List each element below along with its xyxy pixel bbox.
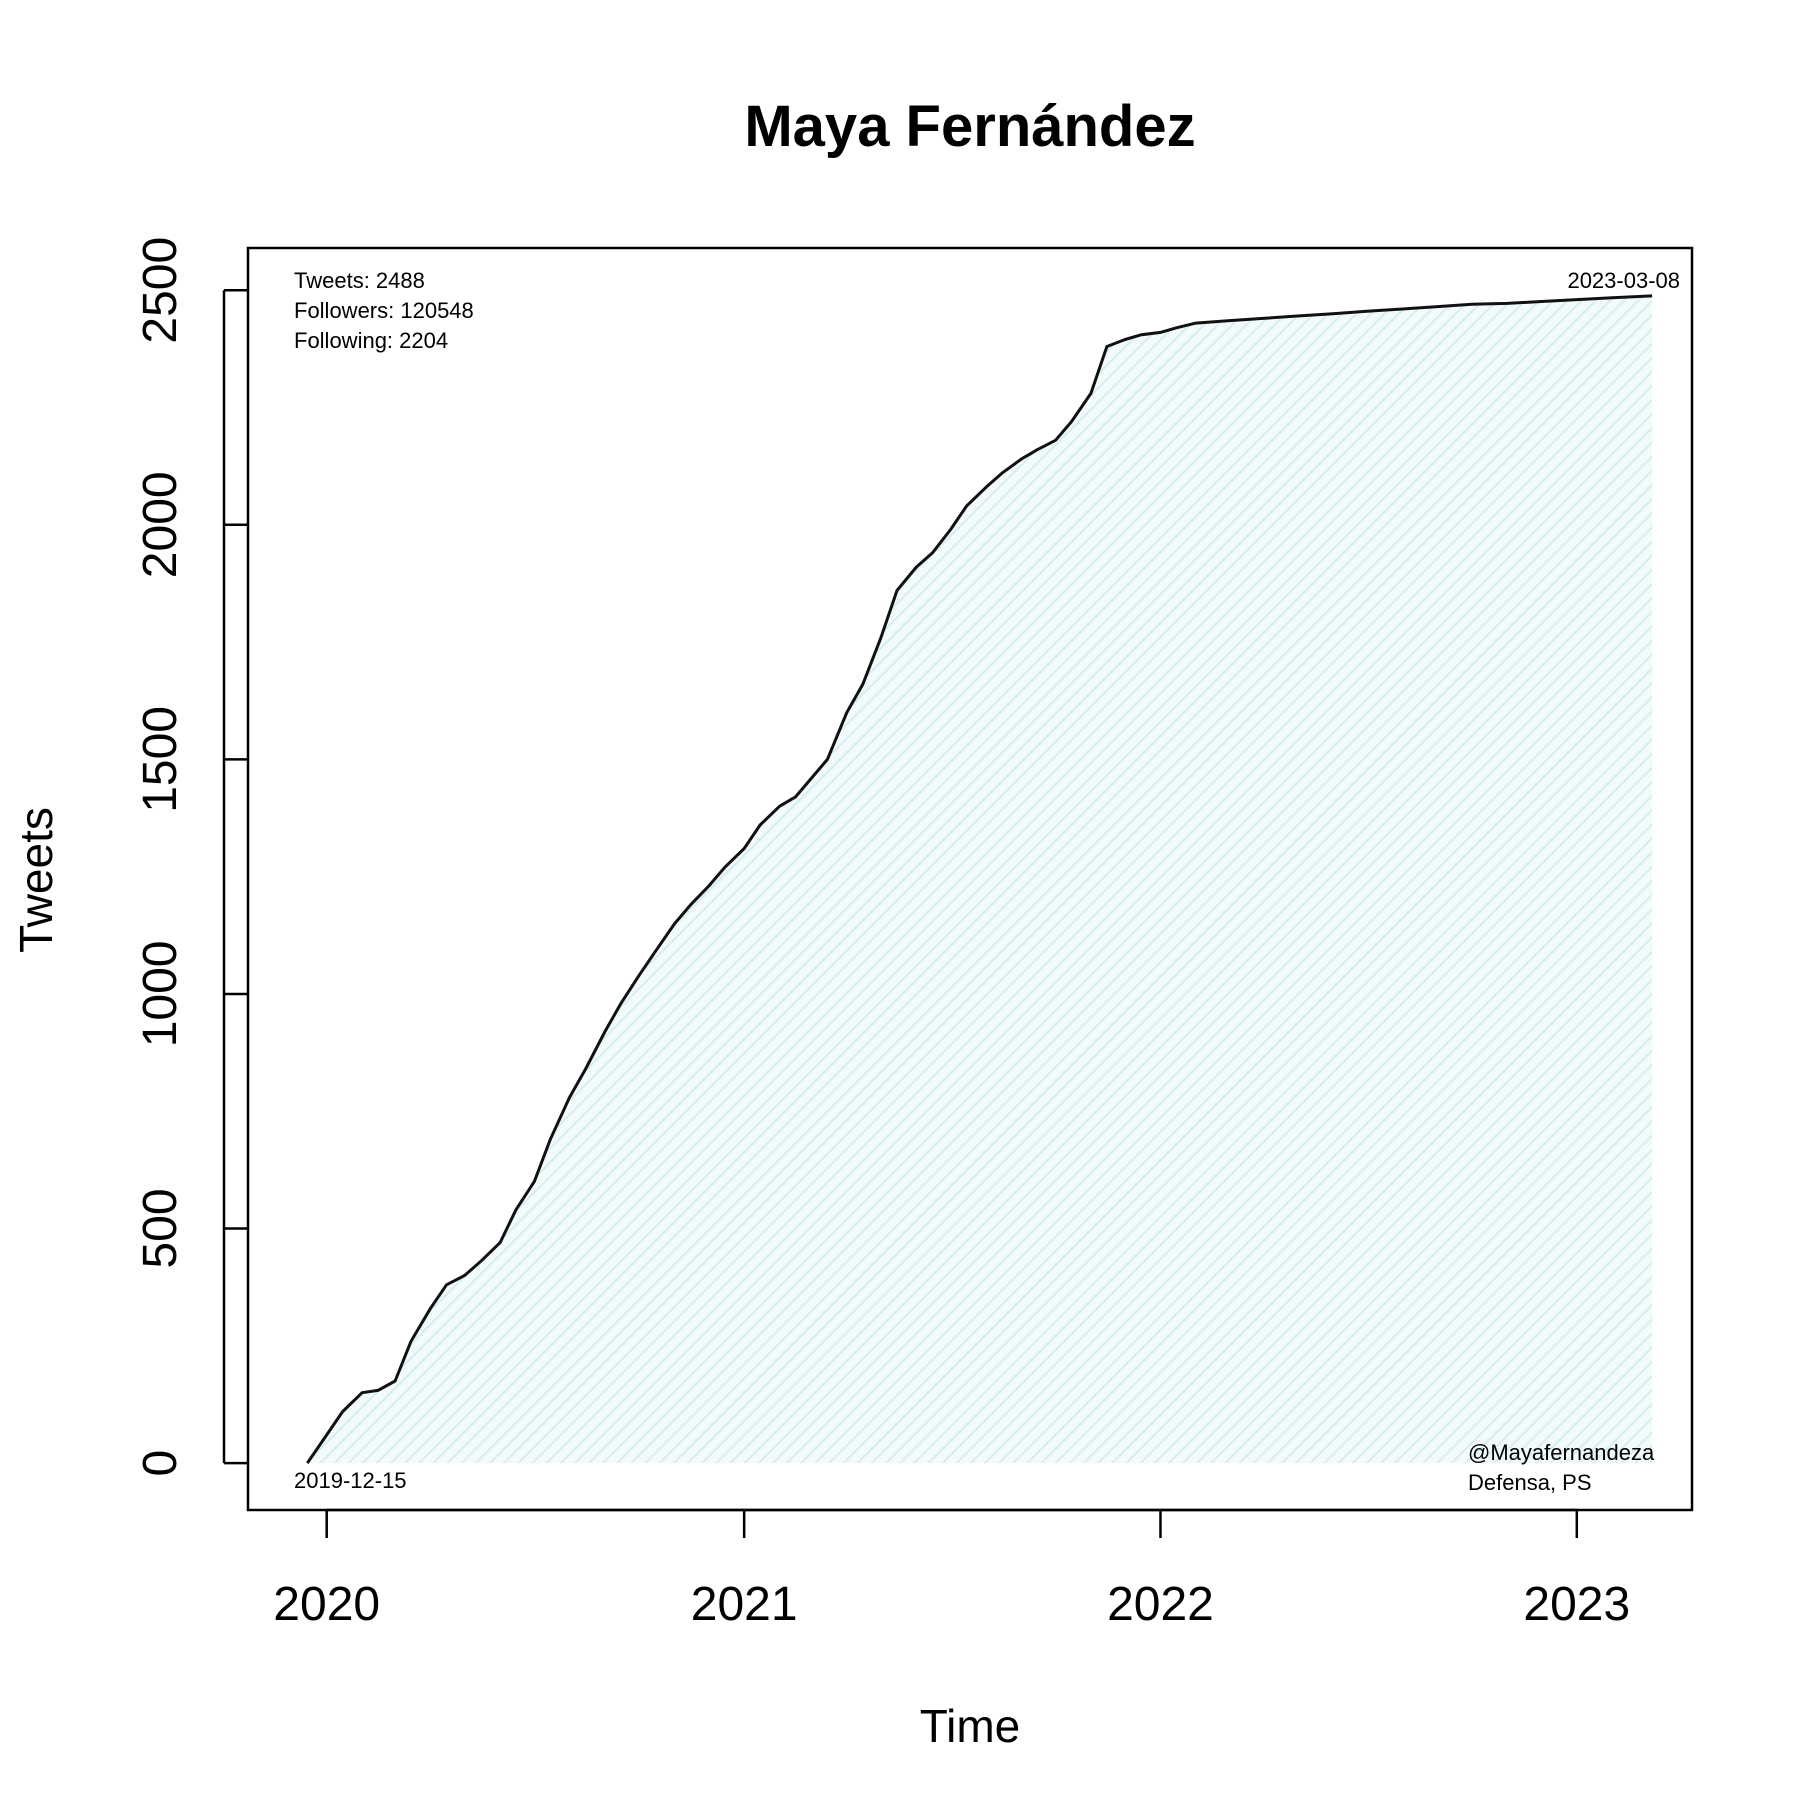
x-tick-label: 2020	[273, 1578, 380, 1631]
y-tick-label: 2000	[134, 471, 187, 578]
area-layer	[307, 295, 1653, 1464]
x-tick-label: 2022	[1107, 1578, 1214, 1631]
account-handle: @Mayafernandeza	[1468, 1440, 1655, 1465]
y-tick-label: 1000	[134, 941, 187, 1048]
area-fill	[307, 295, 1653, 1464]
y-tick-label: 0	[134, 1450, 187, 1477]
y-axis: 0 500 1000 1500 2000 2500	[134, 237, 248, 1477]
x-tick-label: 2021	[691, 1578, 798, 1631]
end-date-label: 2023-03-08	[1567, 268, 1680, 293]
cumulative-tweets-line	[306, 294, 1653, 1464]
y-tick-label: 2500	[134, 237, 187, 344]
y-tick-label: 1500	[134, 706, 187, 813]
stat-followers: Followers: 120548	[294, 298, 474, 323]
line-layer	[306, 294, 1653, 1464]
chart-title: Maya Fernández	[744, 94, 1195, 159]
x-tick-label: 2023	[1523, 1578, 1630, 1631]
y-tick-label: 500	[134, 1188, 187, 1268]
x-axis: 2020 2021 2022 2023	[273, 1508, 1630, 1631]
stat-tweets: Tweets: 2488	[294, 268, 425, 293]
start-date-label: 2019-12-15	[294, 1468, 407, 1493]
x-axis-label: Time	[920, 1700, 1021, 1752]
account-affiliation: Defensa, PS	[1468, 1470, 1592, 1495]
y-axis-label: Tweets	[10, 807, 62, 953]
stat-following: Following: 2204	[294, 328, 448, 353]
